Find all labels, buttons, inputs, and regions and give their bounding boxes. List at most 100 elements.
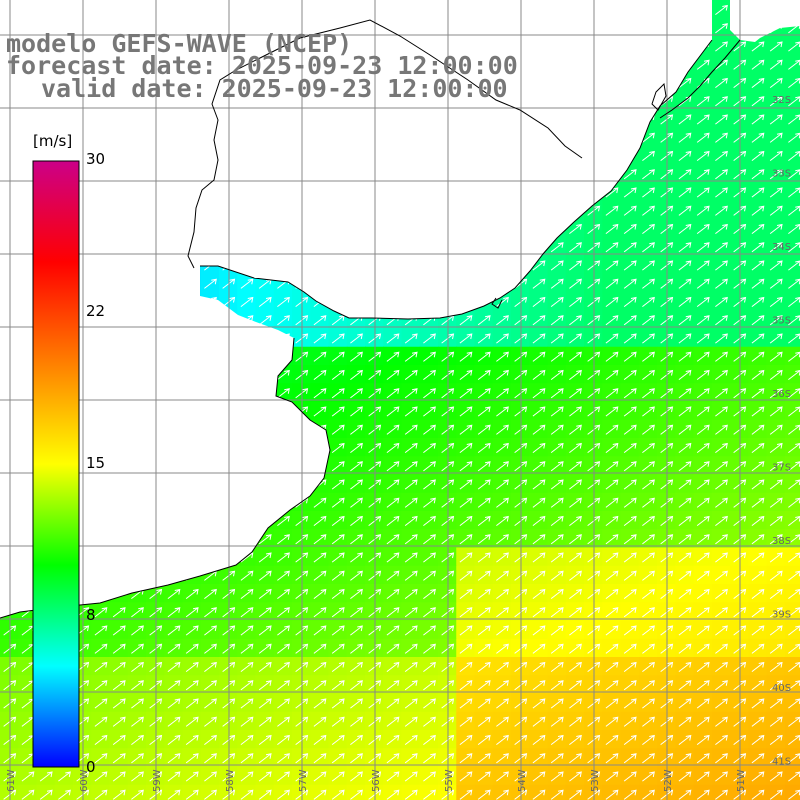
field-cell	[547, 529, 567, 549]
field-cell	[273, 766, 293, 786]
wind-arrow	[350, 570, 363, 581]
wind-arrow	[678, 771, 692, 782]
field-cell	[365, 419, 384, 439]
wind-arrow	[496, 369, 509, 380]
field-cell	[492, 675, 512, 695]
wind-arrow	[112, 771, 126, 782]
field-cell	[365, 565, 384, 585]
wind-arrow	[131, 661, 144, 672]
wind-arrow	[477, 716, 491, 727]
field-cell	[0, 784, 19, 800]
field-cell	[529, 730, 549, 749]
wind-arrow	[277, 388, 290, 399]
field-cell	[547, 766, 567, 786]
wind-arrow	[769, 223, 783, 234]
wind-arrow	[496, 424, 509, 435]
wind-arrow	[642, 570, 655, 581]
field-cell	[438, 547, 457, 567]
model-title: modelo GEFS-WAVE (NCEP)	[6, 29, 353, 58]
field-cell	[474, 547, 494, 567]
wind-arrow	[404, 333, 418, 344]
wind-arrow	[131, 771, 144, 782]
field-cell	[675, 365, 695, 384]
wind-arrow	[258, 607, 272, 618]
wind-arrow	[313, 643, 327, 654]
field-cell	[711, 766, 731, 786]
field-cell	[657, 383, 676, 403]
field-cell	[0, 711, 19, 731]
wind-arrow	[423, 753, 436, 764]
field-cell	[711, 602, 731, 622]
field-cell	[584, 456, 603, 476]
field-cell	[565, 657, 585, 676]
field-cell	[474, 383, 494, 403]
field-cell	[164, 693, 184, 713]
wind-arrow	[404, 442, 418, 453]
field-cell	[693, 529, 713, 549]
field-cell	[602, 401, 622, 421]
field-cell	[91, 675, 111, 695]
field-cell	[730, 784, 749, 800]
field-cell	[328, 365, 348, 384]
field-cell	[547, 383, 567, 403]
field-cell	[456, 383, 476, 403]
wind-arrow	[569, 424, 582, 435]
field-cell	[766, 492, 786, 512]
field-cell	[565, 474, 585, 494]
field-cell	[182, 711, 202, 731]
wind-arrow	[496, 534, 509, 545]
wind-arrow	[496, 588, 509, 599]
field-cell	[748, 237, 768, 257]
field-cell	[565, 730, 585, 749]
coastlines	[0, 19, 741, 619]
field-cell	[182, 748, 202, 768]
field-cell	[474, 346, 494, 366]
wind-arrow	[131, 734, 144, 745]
field-cell	[784, 200, 800, 220]
wind-arrow	[240, 588, 254, 599]
wind-arrow	[550, 315, 564, 326]
field-cell	[766, 438, 786, 457]
wind-arrow	[404, 716, 418, 727]
field-cell	[182, 620, 202, 640]
wind-arrow	[642, 625, 655, 636]
field-cell	[784, 36, 800, 56]
field-cell	[383, 620, 403, 640]
field-cell	[438, 365, 457, 384]
wind-arrow	[423, 461, 436, 472]
field-cell	[584, 657, 603, 676]
wind-arrow	[532, 351, 546, 362]
wind-arrow	[696, 260, 710, 271]
field-cell	[127, 784, 147, 800]
field-cell	[419, 492, 439, 512]
wind-arrow	[715, 23, 728, 34]
wind-arrow	[605, 734, 619, 745]
field-cell	[182, 657, 202, 676]
wind-arrow	[605, 771, 619, 782]
wind-arrow	[386, 406, 400, 417]
wind-arrow	[715, 442, 728, 453]
field-cell	[657, 602, 676, 622]
wind-arrow	[642, 406, 655, 417]
wind-arrow	[277, 552, 290, 563]
field-cell	[638, 492, 658, 512]
wind-arrow	[623, 570, 637, 581]
wind-arrow	[678, 424, 692, 435]
wind-arrow	[350, 333, 363, 344]
wind-arrow	[751, 278, 765, 289]
wind-arrow	[623, 607, 637, 618]
wind-arrow	[569, 734, 582, 745]
field-cell	[237, 602, 257, 622]
wind-arrow	[769, 461, 783, 472]
field-cell	[237, 292, 257, 311]
field-cell	[602, 511, 622, 530]
wind-arrow	[569, 570, 582, 581]
field-cell	[474, 638, 494, 658]
wind-arrow	[696, 59, 710, 70]
wind-arrow	[678, 515, 692, 526]
field-cell	[711, 784, 731, 800]
wind-arrow	[496, 607, 509, 618]
field-cell	[511, 529, 530, 549]
wind-arrow	[477, 625, 491, 636]
field-cell	[492, 711, 512, 731]
